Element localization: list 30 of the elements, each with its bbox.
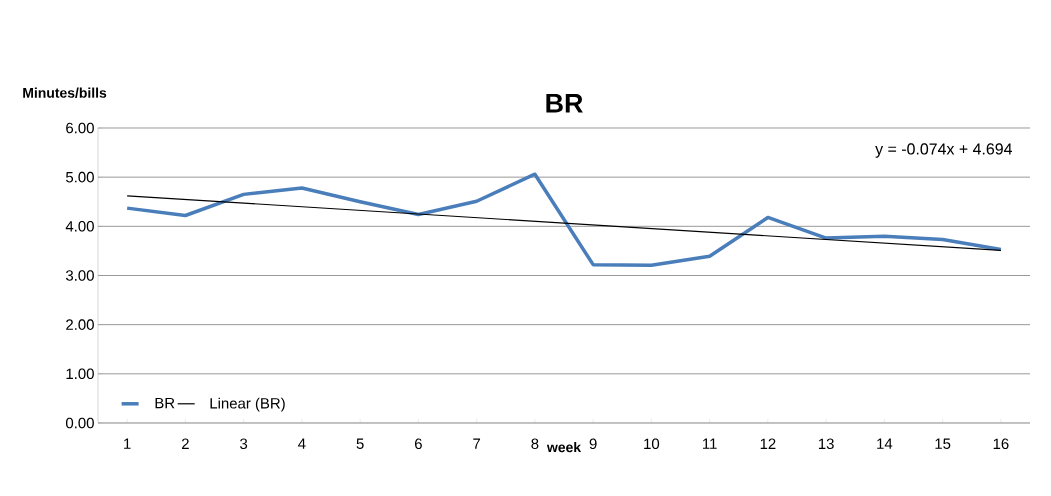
x-tick-label: 16 <box>993 438 1009 450</box>
x-tick-label: 8 <box>531 438 539 450</box>
x-tick-label: 2 <box>181 438 189 449</box>
y-tick-label: 3.00 <box>65 270 94 281</box>
y-tick-label: 5.00 <box>66 171 94 183</box>
x-axis-title: week <box>546 441 582 453</box>
x-tick-label: 13 <box>818 438 834 450</box>
y-tick-label: 1.00 <box>66 368 94 380</box>
y-axis-title: Minutes/bills <box>23 87 107 98</box>
x-tick-label: 6 <box>414 438 422 450</box>
x-tick-label: 12 <box>760 438 776 449</box>
y-tick-label: 2.00 <box>66 319 94 330</box>
x-tick-label: 4 <box>298 438 306 449</box>
x-tick-label: 14 <box>877 438 893 449</box>
x-tick-label: 3 <box>240 438 248 450</box>
x-tick-label: 11 <box>703 438 717 449</box>
legend-label: BR <box>155 397 175 409</box>
chart-title: BR <box>546 93 583 113</box>
x-tick-label: 5 <box>356 438 364 449</box>
x-tick-label: 7 <box>473 438 481 449</box>
x-tick-label: 1 <box>124 438 131 449</box>
x-tick-label: 9 <box>589 438 597 450</box>
x-tick-label: 15 <box>935 438 951 449</box>
y-tick-label: 6.00 <box>66 122 94 134</box>
line-series <box>125 172 1003 267</box>
annotation: y = -0.074x + 4.694 <box>875 143 1013 158</box>
x-tick-label: 10 <box>644 438 660 450</box>
y-tick-label: 4.00 <box>65 221 94 232</box>
legend-label: Linear (BR) <box>210 397 285 412</box>
y-tick-label: 0.00 <box>65 417 94 429</box>
